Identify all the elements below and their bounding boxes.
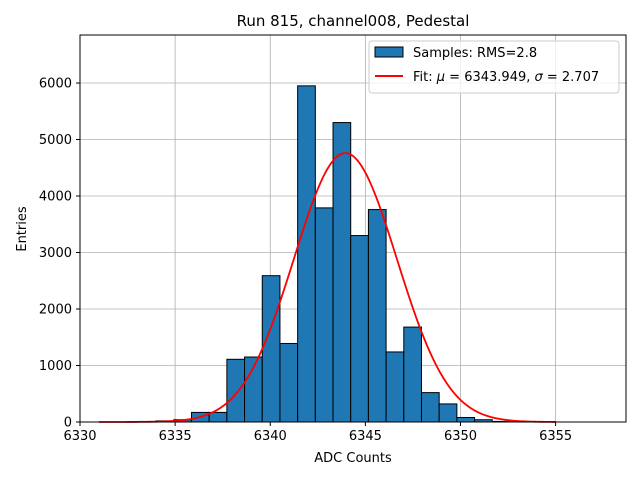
legend-fit-mid: = 6343.949, — [445, 70, 534, 85]
legend: Samples: RMS=2.8 Fit: μ = 6343.949, σ = … — [368, 40, 620, 94]
legend-fit-prefix: Fit: — [413, 70, 437, 85]
gaussian-fit-curve — [99, 152, 556, 423]
legend-histogram-label: Samples: RMS=2.8 — [413, 46, 537, 61]
y-tick-label: 6000 — [39, 77, 72, 92]
histogram-bar — [456, 416, 476, 423]
histogram-bar — [420, 392, 440, 423]
x-tick-label: 6345 — [349, 429, 382, 444]
legend-fit-mu-symbol: μ — [436, 70, 445, 85]
legend-frame — [368, 40, 620, 94]
histogram-bar — [367, 209, 387, 423]
x-axis-ticks: 6330 6335 6340 6345 6350 6355 — [63, 422, 572, 444]
chart-title: Run 815, channel008, Pedestal — [237, 12, 470, 30]
y-axis-ticks: 0 1000 2000 3000 4000 5000 6000 — [39, 77, 80, 431]
histogram-bar — [438, 403, 458, 423]
y-tick-label: 0 — [64, 416, 72, 431]
histogram-bar — [350, 235, 369, 423]
histogram-bar — [226, 358, 246, 423]
y-tick-label: 5000 — [39, 133, 72, 148]
x-axis-label: ADC Counts — [314, 451, 392, 466]
legend-fit-label: Fit: μ = 6343.949, σ = 2.707 — [413, 70, 599, 85]
histogram-bar — [279, 342, 299, 423]
x-tick-label: 6340 — [254, 429, 287, 444]
histogram-bar — [297, 85, 316, 423]
y-tick-label: 2000 — [39, 303, 72, 318]
histogram-bar — [332, 122, 352, 423]
x-tick-label: 6355 — [539, 429, 572, 444]
fit-curve-group — [99, 152, 556, 423]
legend-fit-suffix: = 2.707 — [543, 70, 599, 85]
histogram-bar — [403, 326, 422, 423]
legend-histogram-swatch — [374, 46, 404, 58]
y-tick-label: 4000 — [39, 190, 72, 205]
legend-fit-sigma-symbol: σ — [535, 70, 544, 85]
y-tick-label: 1000 — [39, 359, 72, 374]
x-tick-label: 6335 — [159, 429, 192, 444]
x-tick-label: 6350 — [444, 429, 477, 444]
axes-frame — [79, 34, 627, 423]
histogram-bar — [314, 207, 334, 423]
histogram-bar — [261, 275, 281, 423]
histogram-bar — [385, 351, 405, 423]
x-tick-label: 6330 — [63, 429, 96, 444]
histogram-bar — [208, 411, 228, 423]
y-tick-label: 3000 — [39, 246, 72, 261]
histogram-bars — [137, 85, 529, 423]
y-axis-label: Entries — [15, 206, 30, 252]
